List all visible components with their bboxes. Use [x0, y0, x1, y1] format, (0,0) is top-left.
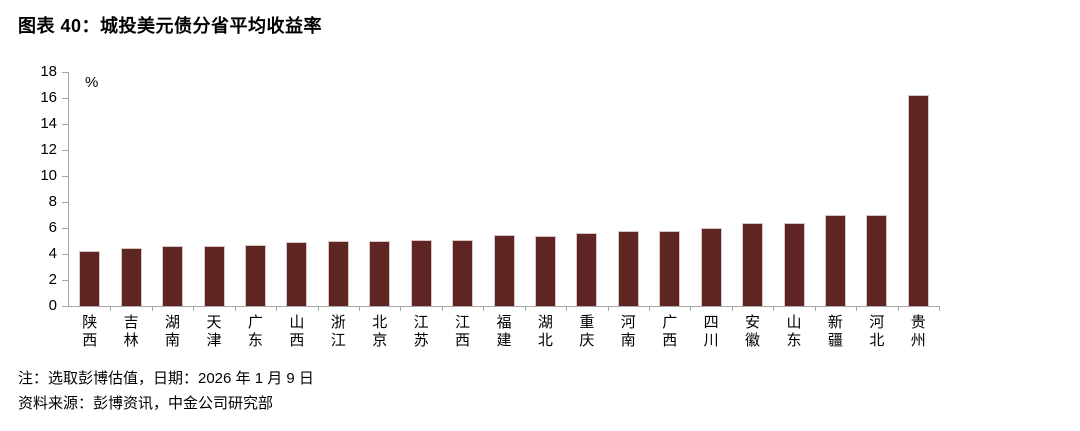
x-axis-label-山西: 山 西 — [289, 314, 305, 349]
y-axis-tick — [62, 149, 69, 151]
bar-浙江 — [327, 241, 349, 306]
y-axis-tick-label: 2 — [48, 271, 57, 288]
bar-陕西 — [79, 251, 101, 306]
x-axis-label-广西: 广 西 — [662, 314, 678, 349]
bar-湖北 — [534, 235, 556, 306]
x-axis-label-安徽: 安 徽 — [745, 314, 761, 349]
bar-河北 — [866, 215, 888, 306]
x-axis-label-贵州: 贵 州 — [910, 314, 926, 349]
y-axis-tick — [62, 71, 69, 73]
figure-title: 图表 40：城投美元债分省平均收益率 — [18, 16, 323, 36]
x-axis-tick — [359, 306, 360, 311]
bar-四川 — [700, 228, 722, 306]
y-axis-tick-label: 0 — [48, 297, 57, 314]
chart-note: 注：选取彭博估值，日期：2026 年 1 月 9 日 — [18, 370, 314, 387]
x-axis-tick — [731, 306, 733, 311]
x-axis-label-吉林: 吉 林 — [123, 314, 139, 349]
x-axis-label-陕西: 陕 西 — [82, 314, 98, 349]
bar-江西 — [452, 239, 474, 306]
x-axis-label-重庆: 重 庆 — [579, 314, 595, 349]
x-axis-label-湖南: 湖 南 — [165, 314, 181, 349]
x-axis-tick — [234, 306, 236, 311]
y-axis-tick-label: 14 — [40, 115, 57, 132]
y-axis-tick — [62, 305, 69, 307]
x-axis-label-江西: 江 西 — [455, 314, 471, 349]
y-axis-tick-label: 16 — [40, 89, 57, 106]
y-axis-tick-label: 4 — [48, 245, 57, 262]
x-axis-tick — [566, 306, 568, 311]
x-axis-tick — [690, 306, 692, 311]
x-axis-tick — [856, 306, 858, 311]
x-axis-tick — [814, 306, 816, 311]
x-axis-label-江苏: 江 苏 — [413, 314, 429, 349]
x-axis-label-湖北: 湖 北 — [537, 314, 553, 349]
x-axis-label-河北: 河 北 — [869, 314, 885, 349]
x-axis-tick — [193, 306, 195, 311]
bar-福建 — [493, 234, 515, 306]
y-axis-tick — [62, 97, 69, 99]
bar-山东 — [783, 222, 805, 306]
x-axis-label-四川: 四 川 — [703, 314, 719, 349]
x-axis-tick — [607, 306, 609, 311]
y-axis-tick — [62, 279, 69, 281]
x-axis-tick — [939, 306, 940, 311]
bar-江苏 — [410, 239, 432, 306]
bar-安徽 — [742, 222, 764, 306]
bar-山西 — [286, 242, 308, 306]
y-axis-tick-label: 12 — [40, 141, 57, 158]
x-axis-tick — [649, 306, 650, 311]
y-axis-unit-label: % — [85, 74, 99, 91]
x-axis-label-天津: 天 津 — [206, 314, 222, 349]
y-axis-tick-label: 18 — [40, 63, 57, 80]
bar-湖南 — [162, 246, 184, 306]
x-axis-label-山东: 山 东 — [786, 314, 802, 349]
bar-北京 — [369, 241, 391, 306]
x-axis-tick — [773, 306, 775, 311]
bar-新疆 — [824, 215, 846, 306]
x-axis-tick — [524, 306, 526, 311]
x-axis-tick — [897, 306, 899, 311]
bar-广西 — [659, 230, 681, 306]
bar-吉林 — [120, 247, 142, 306]
y-axis-tick — [62, 227, 69, 229]
x-axis-tick — [151, 306, 153, 311]
bar-贵州 — [907, 95, 929, 306]
plot-area: % 0 2 4 6 8 10 12 14 16 18 陕 西 吉 林 湖 南 天 津 广 东 山 西 浙 江 北 … — [40, 63, 940, 349]
x-axis-label-福建: 福 建 — [496, 314, 512, 349]
x-axis-tick — [276, 306, 278, 311]
bar-河南 — [617, 230, 639, 306]
y-axis-tick — [62, 201, 69, 203]
x-axis-label-浙江: 浙 江 — [330, 314, 346, 349]
y-axis-tick — [62, 175, 69, 177]
x-axis-tick — [441, 306, 443, 311]
x-axis-label-新疆: 新 疆 — [827, 314, 843, 349]
y-axis-tick — [62, 123, 69, 125]
bar-广东 — [244, 244, 266, 306]
x-axis-tick — [317, 306, 319, 311]
x-axis-tick — [483, 306, 485, 311]
x-axis-tick — [400, 306, 402, 311]
x-axis-label-广东: 广 东 — [247, 314, 263, 349]
x-axis-tick — [110, 306, 112, 311]
y-axis-tick-label: 10 — [40, 167, 57, 184]
chart-source: 资料来源：彭博资讯，中金公司研究部 — [18, 395, 274, 412]
y-axis-tick-label: 8 — [48, 193, 57, 210]
x-axis-label-河南: 河 南 — [620, 314, 636, 349]
y-axis-tick-label: 6 — [48, 219, 57, 236]
bar-重庆 — [576, 233, 598, 306]
bar-天津 — [203, 246, 225, 306]
y-axis-tick — [62, 253, 69, 255]
x-axis-label-北京: 北 京 — [372, 314, 388, 349]
